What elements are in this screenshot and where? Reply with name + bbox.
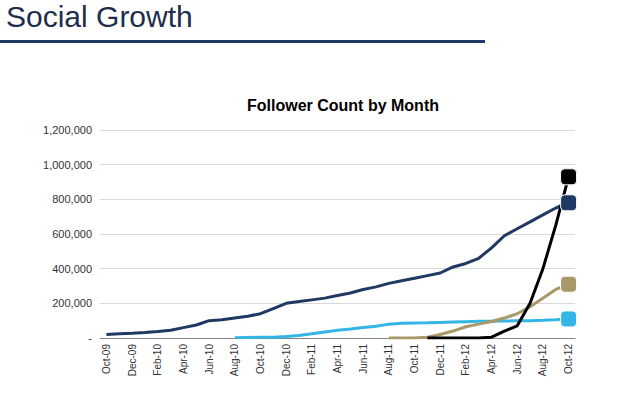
svg-text:600,000: 600,000 [52, 228, 92, 240]
svg-text:Dec-09: Dec-09 [127, 344, 138, 377]
html-text:Social Growth: Social Growth [6, 0, 193, 33]
svg-text:Follower Count by Month: Follower Count by Month [247, 97, 439, 114]
svg-text:Apr-11: Apr-11 [332, 344, 343, 374]
svg-text:Jun-12: Jun-12 [512, 344, 523, 375]
svg-text:Dec-10: Dec-10 [281, 344, 292, 377]
svg-text:-: - [88, 332, 92, 344]
svg-text:Oct-11: Oct-11 [409, 344, 420, 374]
svg-text:1,000,000: 1,000,000 [43, 159, 92, 171]
svg-text:Jun-11: Jun-11 [358, 344, 369, 374]
svg-text:Oct-10: Oct-10 [255, 344, 266, 374]
svg-text:400,000: 400,000 [52, 263, 92, 275]
svg-text:Oct-12: Oct-12 [563, 344, 574, 374]
svg-text:Feb-11: Feb-11 [306, 344, 317, 375]
svg-text:Jun-10: Jun-10 [204, 344, 215, 375]
svg-text:800,000: 800,000 [52, 193, 92, 205]
svg-text:Dec-11: Dec-11 [435, 344, 446, 376]
svg-text:200,000: 200,000 [52, 297, 92, 309]
svg-text:Aug-11: Aug-11 [383, 344, 394, 376]
svg-text:Feb-10: Feb-10 [152, 344, 163, 376]
svg-text:Feb-12: Feb-12 [460, 344, 471, 376]
svg-text:Aug-10: Aug-10 [229, 344, 240, 377]
svg-text:Apr-12: Apr-12 [486, 344, 497, 374]
svg-text:Oct-09: Oct-09 [101, 344, 112, 374]
svg-text:Aug-12: Aug-12 [537, 344, 548, 377]
svg-text:Apr-10: Apr-10 [178, 344, 189, 374]
svg-text:1,200,000: 1,200,000 [43, 124, 92, 136]
